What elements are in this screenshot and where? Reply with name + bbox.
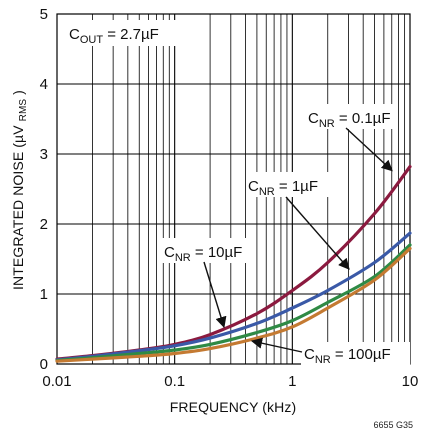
annotation-label-cnr-1uf: CNR = 1µF: [248, 178, 318, 198]
series-layer: [55, 165, 412, 363]
y-tick-label-1: 1: [40, 286, 48, 303]
annotation-suffix-cnr-1uf: = 1µF: [275, 178, 318, 195]
y-axis-title-sub: RMS: [18, 99, 29, 122]
annotation-bg-cnr-10uf: [162, 238, 255, 263]
x-tick-label-0-1: 0.1: [164, 373, 185, 390]
x-tick-label-10: 10: [402, 373, 419, 390]
annotation-main-cnr-1uf: C: [248, 178, 259, 195]
annotation-sub-cnr-10uf: NR: [175, 252, 191, 264]
annotation-sub-cnr-1uf: NR: [259, 186, 275, 198]
annotation-cnr-10uf: CNR = 10µF: [162, 238, 255, 264]
x-axis-title: FREQUENCY (kHz): [170, 399, 296, 415]
annotation-arrow-cnr-0-1uf: [345, 127, 393, 172]
y-tick-label-3: 3: [40, 146, 48, 163]
y-axis-title-prefix: INTEGRATED NOISE (µV: [10, 125, 26, 290]
figure-id: 6655 G35: [373, 420, 413, 430]
grid-layer: [56, 13, 411, 365]
annotation-cnr-1uf: CNR = 1µF: [246, 172, 330, 198]
annotation-main-cnr-100uf: C: [304, 346, 315, 363]
annotation-label-cnr-10uf: CNR = 10µF: [164, 244, 242, 264]
x-tick-label-0-01: 0.01: [42, 373, 71, 390]
ticks-layer: 0.01 0.1 1 10 0 1 2 3 4 5: [40, 6, 419, 390]
annotation-bg-cnr-1uf: [246, 172, 330, 197]
series-cnr-10uf: [55, 243, 412, 363]
annotation-suffix-cnr-100uf: = 100µF: [331, 346, 391, 363]
annotation-sub-cout: OUT: [80, 34, 104, 46]
annotation-main-cout: C: [69, 26, 80, 43]
y-tick-label-2: 2: [40, 216, 48, 233]
annotation-bg-cnr-0-1uf: [305, 104, 397, 129]
annotation-bg-cnr-100uf: [301, 342, 410, 366]
annotation-arrow-cnr-100uf: [250, 337, 303, 353]
y-tick-label-5: 5: [40, 6, 48, 23]
y-axis-title: INTEGRATED NOISE (µV RMS ): [10, 90, 29, 290]
annotation-arrow-cnr-10uf: [203, 261, 227, 329]
series-cnr-1uf: [55, 231, 412, 362]
series-cnr-100uf: [55, 246, 412, 363]
annotation-main-cnr-10uf: C: [164, 244, 175, 261]
annotation-cnr-100uf: CNR = 100µF: [301, 342, 410, 366]
annotation-label-cout: COUT = 2.7µF: [69, 26, 159, 46]
annotation-cout: COUT = 2.7µF: [63, 20, 187, 46]
annotation-suffix-cout: = 2.7µF: [103, 26, 159, 43]
y-tick-label-0: 0: [40, 356, 48, 373]
y-axis-title-suffix: ): [10, 90, 26, 95]
y-tick-label-4: 4: [40, 76, 48, 93]
annotation-arrow-cnr-1uf: [285, 196, 350, 270]
annotation-bg-cout: [63, 20, 187, 46]
annotation-main-cnr-0-1uf: C: [308, 110, 319, 127]
annotation-label-cnr-0-1uf: CNR = 0.1µF: [308, 110, 391, 130]
annotation-sub-cnr-100uf: NR: [315, 354, 331, 366]
x-tick-label-1: 1: [288, 373, 296, 390]
annotation-sub-cnr-0-1uf: NR: [319, 118, 335, 130]
plot-frame: [56, 13, 411, 365]
annotation-label-cnr-100uf: CNR = 100µF: [304, 346, 391, 366]
annotation-cnr-0-1uf: CNR = 0.1µF: [305, 104, 397, 130]
annotation-suffix-cnr-0-1uf: = 0.1µF: [335, 110, 391, 127]
annotation-suffix-cnr-10uf: = 10µF: [191, 244, 243, 261]
